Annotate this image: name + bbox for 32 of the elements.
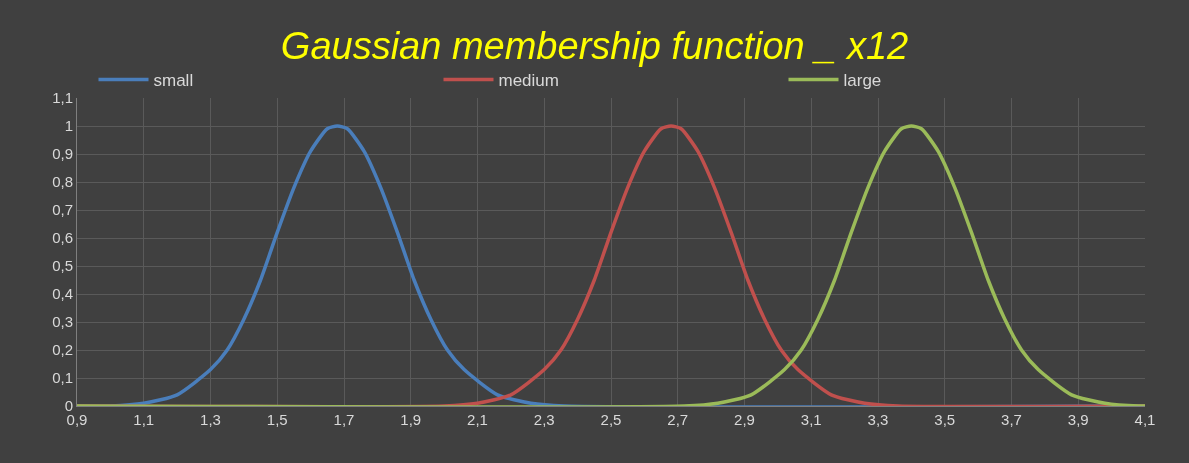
y-tick-label: 1,1 bbox=[52, 89, 73, 107]
x-tick-label: 2,5 bbox=[600, 411, 622, 428]
y-tick-label: 0,5 bbox=[52, 257, 73, 275]
y-tick-label: 0 bbox=[64, 397, 73, 415]
legend-label: large bbox=[843, 71, 882, 91]
x-tick-label: 1,5 bbox=[266, 411, 288, 428]
y-tick-label: 0,3 bbox=[52, 313, 73, 331]
y-tick-label: 0,6 bbox=[52, 229, 73, 247]
x-tick-label: 1,9 bbox=[400, 411, 422, 428]
x-tick-label: 3,9 bbox=[1067, 411, 1089, 428]
y-tick-label: 0,9 bbox=[52, 145, 73, 163]
x-tick-label: 1,7 bbox=[333, 411, 355, 428]
y-tick-label: 0,8 bbox=[52, 173, 73, 191]
x-tick-label: 1,3 bbox=[200, 411, 221, 428]
legend-label: small bbox=[153, 71, 194, 91]
y-tick-label: 0,4 bbox=[52, 285, 73, 303]
y-tick-label: 0,1 bbox=[52, 369, 73, 387]
chart-title: Gaussian membership function _ x12 bbox=[280, 25, 909, 68]
x-tick-label: 2,7 bbox=[667, 411, 689, 428]
x-tick-label: 1,1 bbox=[133, 411, 155, 428]
legend-label: medium bbox=[498, 71, 559, 91]
y-tick-label: 0,7 bbox=[52, 201, 73, 219]
x-tick-label: 4,1 bbox=[1134, 411, 1156, 428]
x-tick-label: 3,1 bbox=[800, 411, 822, 428]
x-tick-label: 3,7 bbox=[1001, 411, 1022, 428]
x-tick-label: 3,5 bbox=[934, 411, 956, 428]
y-tick-label: 0,2 bbox=[52, 341, 73, 359]
x-tick-label: 3,3 bbox=[867, 411, 889, 428]
x-tick-label: 2,3 bbox=[533, 411, 555, 428]
x-tick-label: 2,1 bbox=[467, 411, 488, 428]
x-tick-label: 2,9 bbox=[734, 411, 755, 428]
y-tick-label: 1 bbox=[64, 117, 73, 135]
